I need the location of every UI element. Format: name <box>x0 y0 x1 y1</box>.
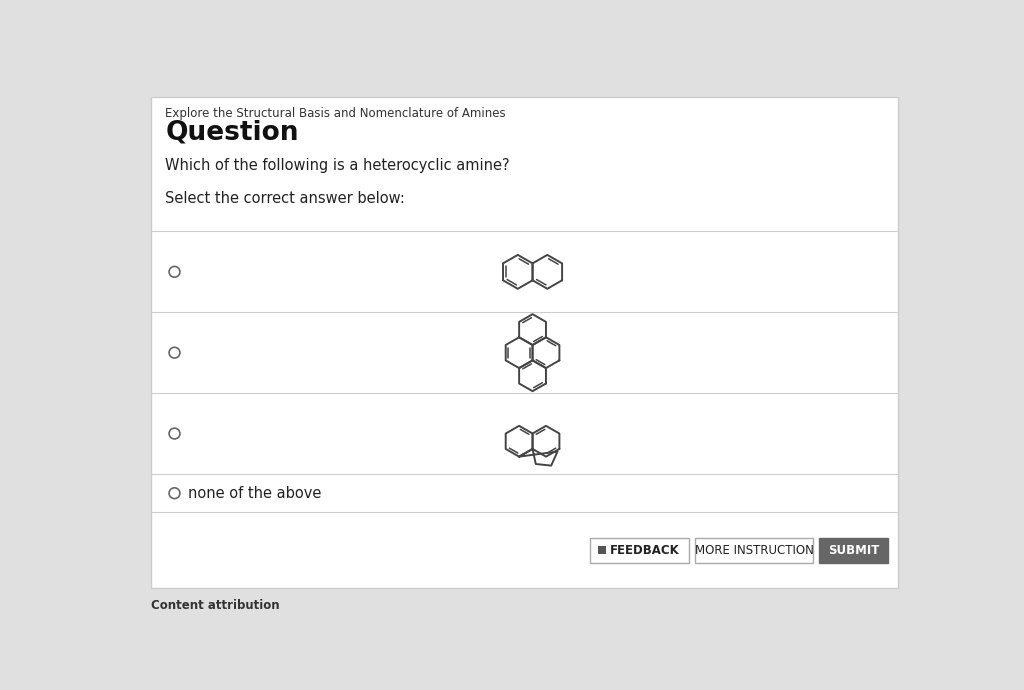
Text: Question: Question <box>165 120 299 146</box>
Text: none of the above: none of the above <box>188 486 322 501</box>
Text: Content attribution: Content attribution <box>152 599 280 612</box>
Text: Explore the Structural Basis and Nomenclature of Amines: Explore the Structural Basis and Nomencl… <box>165 108 506 121</box>
Bar <box>598 546 606 555</box>
FancyBboxPatch shape <box>819 538 888 562</box>
Text: FEEDBACK: FEEDBACK <box>610 544 680 557</box>
FancyBboxPatch shape <box>590 538 689 562</box>
Text: SUBMIT: SUBMIT <box>827 544 879 557</box>
FancyBboxPatch shape <box>152 97 898 588</box>
Text: Select the correct answer below:: Select the correct answer below: <box>165 190 406 206</box>
FancyBboxPatch shape <box>695 538 813 562</box>
Text: Which of the following is a heterocyclic amine?: Which of the following is a heterocyclic… <box>165 158 510 173</box>
Text: MORE INSTRUCTION: MORE INSTRUCTION <box>694 544 814 557</box>
